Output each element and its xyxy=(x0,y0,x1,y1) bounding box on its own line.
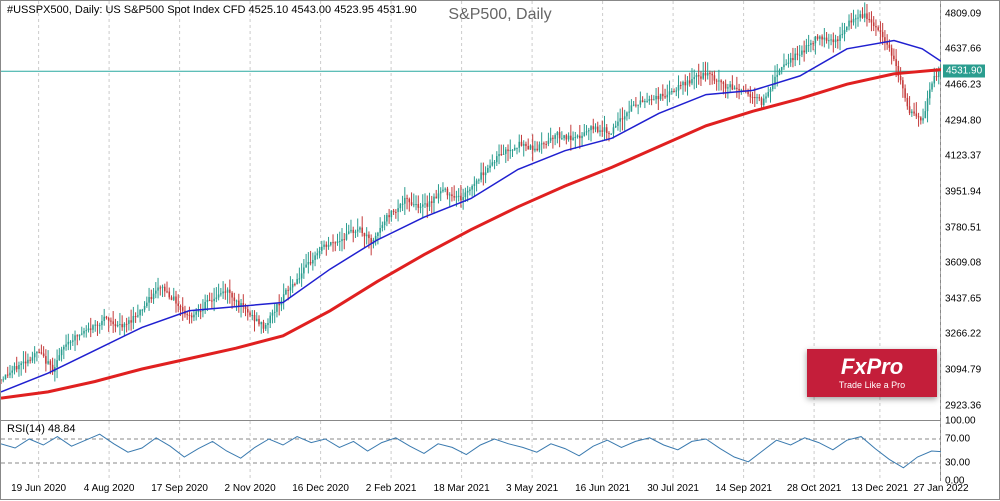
logo-brand: FxPro xyxy=(841,356,903,378)
y-tick: 4123.37 xyxy=(945,151,981,162)
x-tick: 2 Nov 2020 xyxy=(225,483,276,494)
x-tick: 16 Dec 2020 xyxy=(292,483,349,494)
x-tick: 16 Jun 2021 xyxy=(575,483,630,494)
rsi-y-tick: 100.00 xyxy=(945,416,976,427)
x-tick: 14 Sep 2021 xyxy=(715,483,772,494)
high-value: 4543.00 xyxy=(291,4,331,16)
x-axis: 19 Jun 2020 4 Aug 2020 17 Sep 2020 2 Nov 20… xyxy=(1,481,941,501)
y-tick: 3094.79 xyxy=(945,365,981,376)
chart-container: #USSPX500, Daily: US S&P500 Spot Index C… xyxy=(0,0,1000,500)
rsi-value: 48.84 xyxy=(48,423,76,435)
rsi-plot[interactable] xyxy=(1,421,941,481)
x-tick: 19 Jun 2020 xyxy=(11,483,66,494)
rsi-y-tick: 30.00 xyxy=(945,458,970,469)
y-tick: 3609.08 xyxy=(945,258,981,269)
fxpro-logo: FxPro Trade Like a Pro xyxy=(807,349,937,397)
x-tick: 17 Sep 2020 xyxy=(151,483,208,494)
y-tick: 4637.66 xyxy=(945,44,981,55)
chart-title: S&P500, Daily xyxy=(448,6,551,24)
x-tick: 2 Feb 2021 xyxy=(366,483,417,494)
x-tick: 30 Jul 2021 xyxy=(647,483,699,494)
x-tick: 18 Mar 2021 xyxy=(434,483,490,494)
x-tick: 13 Dec 2021 xyxy=(852,483,909,494)
main-price-plot[interactable] xyxy=(1,1,941,421)
current-price-badge: 4531.90 xyxy=(943,65,985,78)
y-tick: 4466.23 xyxy=(945,79,981,90)
symbol-desc: US S&P500 Spot Index CFD xyxy=(105,4,245,16)
logo-tagline: Trade Like a Pro xyxy=(839,380,905,390)
y-tick: 2923.36 xyxy=(945,400,981,411)
symbol-label: #USSPX500, Daily: xyxy=(7,4,102,16)
x-tick: 28 Oct 2021 xyxy=(787,483,841,494)
x-tick: 4 Aug 2020 xyxy=(84,483,135,494)
y-tick: 3951.94 xyxy=(945,186,981,197)
open-value: 4525.10 xyxy=(249,4,289,16)
rsi-y-tick: 70.00 xyxy=(945,434,970,445)
y-tick: 3266.22 xyxy=(945,329,981,340)
close-value: 4531.90 xyxy=(377,4,417,16)
rsi-name: RSI(14) xyxy=(7,423,45,435)
x-tick: 27 Jan 2022 xyxy=(913,483,968,494)
y-tick: 4294.80 xyxy=(945,115,981,126)
low-value: 4523.95 xyxy=(334,4,374,16)
x-tick: 3 May 2021 xyxy=(506,483,558,494)
y-tick: 3780.51 xyxy=(945,222,981,233)
ohlc-header: #USSPX500, Daily: US S&P500 Spot Index C… xyxy=(7,4,417,16)
y-tick: 4809.09 xyxy=(945,8,981,19)
main-svg xyxy=(1,1,941,421)
current-price-value: 4531.90 xyxy=(946,66,982,77)
rsi-svg xyxy=(1,421,941,481)
rsi-label: RSI(14) 48.84 xyxy=(7,423,76,435)
y-axis-rsi: 100.0070.0030.000.00 xyxy=(941,421,1000,481)
y-tick: 3437.65 xyxy=(945,293,981,304)
